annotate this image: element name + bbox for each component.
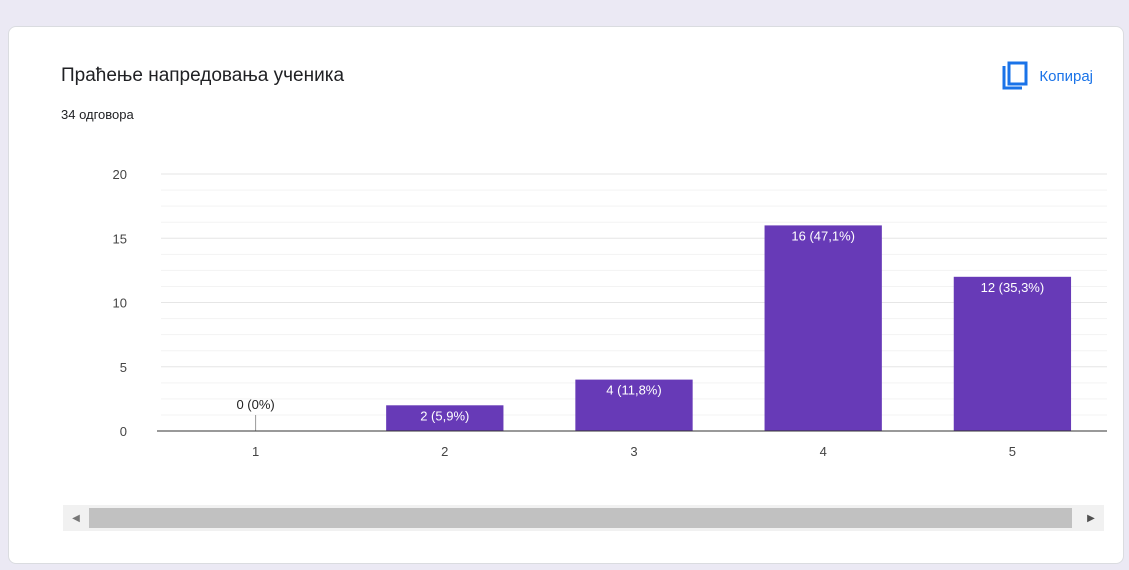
data-label: 4 (11,8%) <box>606 383 661 398</box>
y-tick-label: 0 <box>120 424 127 439</box>
bar <box>386 405 504 431</box>
x-tick-label: 5 <box>1009 444 1016 459</box>
x-tick-label: 1 <box>252 444 259 459</box>
horizontal-scrollbar[interactable]: ◀ ▶ <box>63 505 1104 531</box>
data-label: 12 (35,3%) <box>981 280 1045 295</box>
copy-button-label: Копирај <box>1039 67 1093 85</box>
scroll-thumb[interactable] <box>89 508 1072 528</box>
chart-card: Праћење напредовања ученика 34 одговора … <box>8 26 1124 564</box>
y-tick-label: 10 <box>113 296 127 311</box>
bar <box>764 225 882 431</box>
bar <box>953 276 1072 431</box>
response-count: 34 одговора <box>61 107 134 122</box>
scroll-right-arrow[interactable]: ▶ <box>1087 512 1095 524</box>
data-label: 2 (5,9%) <box>420 408 469 423</box>
x-tick-label: 2 <box>441 444 448 459</box>
bar <box>575 379 693 431</box>
scroll-left-arrow[interactable]: ◀ <box>72 512 80 524</box>
data-label: 16 (47,1%) <box>791 228 855 243</box>
y-tick-label: 5 <box>120 360 127 375</box>
data-label: 0 (0%) <box>236 397 274 412</box>
y-tick-label: 20 <box>113 167 127 182</box>
x-tick-label: 3 <box>630 444 637 459</box>
copy-icon <box>1002 61 1028 90</box>
chart-title: Праћење напредовања ученика <box>61 65 345 86</box>
y-tick-label: 15 <box>113 231 127 246</box>
x-tick-label: 4 <box>820 444 827 459</box>
copy-button[interactable]: Копирај <box>1001 59 1093 93</box>
bar-chart: 0 5 10 15 20 1 0 (0%) 2 2 (5,9%) 3 4 (11,8%) 4 16 (4… <box>113 167 1107 459</box>
